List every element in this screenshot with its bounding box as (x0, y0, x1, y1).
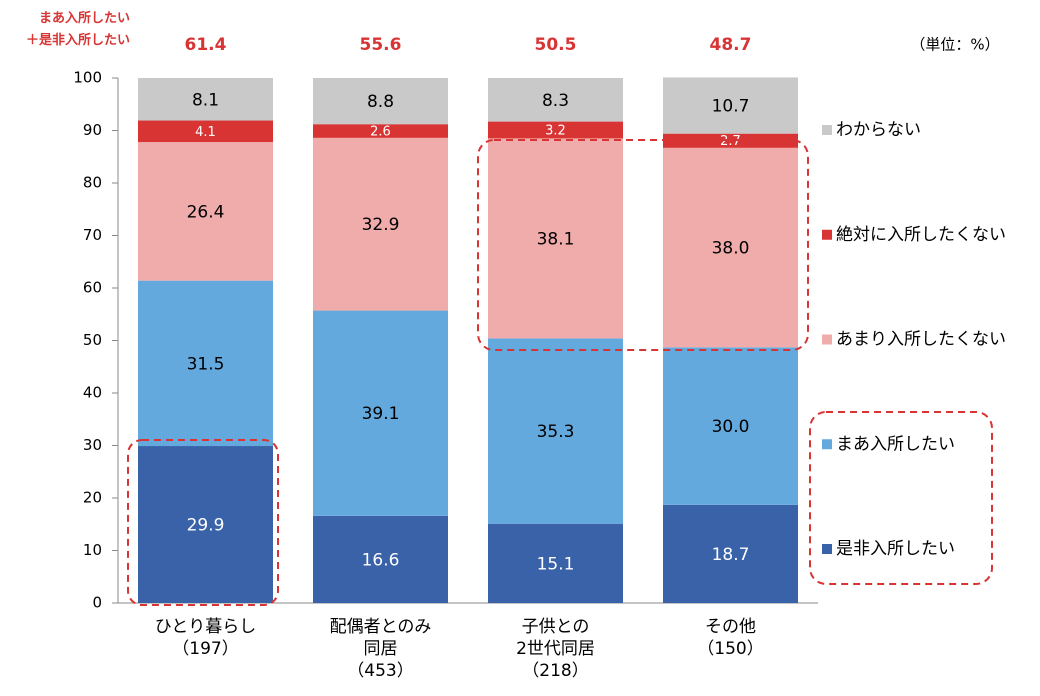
total-label: 50.5 (535, 35, 577, 55)
value-label: 30.0 (712, 417, 750, 437)
bar-segment (488, 338, 623, 524)
value-label: 2.6 (370, 125, 391, 140)
value-label: 39.1 (362, 404, 400, 424)
y-tick-label: 100 (73, 69, 102, 87)
x-tick-label: 配偶者とのみ 同居 （453） (329, 617, 432, 681)
value-label: 16.6 (362, 550, 400, 570)
bar-segment (663, 347, 798, 505)
y-tick-label: 0 (92, 594, 102, 612)
legend-swatch (822, 334, 832, 345)
legend-label: わからない (836, 120, 921, 140)
totals-label: まあ入所したい ＋是非入所したい (25, 11, 130, 48)
value-label: 8.8 (367, 92, 394, 112)
value-label: 38.1 (537, 229, 575, 249)
legend-label: あまり入所したくない (836, 330, 1006, 350)
bar-segment (313, 137, 448, 311)
value-label: 10.7 (712, 97, 750, 117)
bar-segment (488, 121, 623, 139)
bar-segment (663, 504, 798, 603)
y-tick-label: 20 (83, 489, 102, 507)
value-label: 2.7 (720, 134, 741, 149)
bar-segment (138, 120, 273, 143)
y-tick-label: 80 (83, 174, 102, 192)
y-tick-label: 70 (83, 226, 102, 244)
legend-label: まあ入所したい (836, 434, 955, 454)
value-label: 15.1 (537, 554, 575, 574)
value-label: 3.2 (545, 123, 566, 138)
y-tick-label: 50 (83, 331, 102, 349)
value-label: 31.5 (187, 354, 225, 374)
y-tick-label: 10 (83, 541, 102, 559)
bar-segment (313, 124, 448, 138)
value-label: 26.4 (187, 202, 225, 222)
total-label: 61.4 (185, 35, 227, 55)
x-tick-label: その他 （150） (697, 617, 764, 659)
value-label: 8.1 (192, 90, 219, 110)
y-tick-label: 40 (83, 384, 102, 402)
total-label: 48.7 (710, 35, 752, 55)
y-tick-label: 90 (83, 121, 102, 139)
legend-swatch (822, 125, 832, 135)
bar-segment (313, 78, 448, 125)
bar-segment (138, 142, 273, 281)
value-label: 29.9 (187, 516, 225, 536)
legend-swatch (822, 544, 832, 554)
legend-label: 絶対に入所したくない (836, 225, 1006, 245)
bar-segment (138, 280, 273, 447)
unit-label: （単位：%） (910, 36, 999, 54)
legend-swatch (822, 229, 832, 240)
value-label: 8.3 (542, 91, 569, 111)
legend-label: 是非入所したい (836, 539, 955, 559)
bar-segment (663, 77, 798, 134)
bar-segment (138, 78, 273, 121)
x-tick-label: ひとり暮らし （197） (154, 617, 257, 659)
bar-segment (488, 78, 623, 122)
value-label: 4.1 (195, 125, 216, 140)
legend-swatch (822, 439, 832, 450)
value-label: 38.0 (712, 239, 750, 259)
x-tick-label: 子供との 2世代同居 （218） (516, 617, 595, 681)
bar-segment (313, 515, 448, 603)
total-label: 55.6 (360, 35, 402, 55)
bar-segment (488, 523, 623, 603)
value-label: 32.9 (362, 215, 400, 235)
y-tick-label: 30 (83, 436, 102, 454)
y-tick-label: 60 (83, 279, 102, 297)
value-label: 35.3 (537, 422, 575, 442)
value-label: 18.7 (712, 545, 750, 565)
bar-segment (313, 310, 448, 516)
